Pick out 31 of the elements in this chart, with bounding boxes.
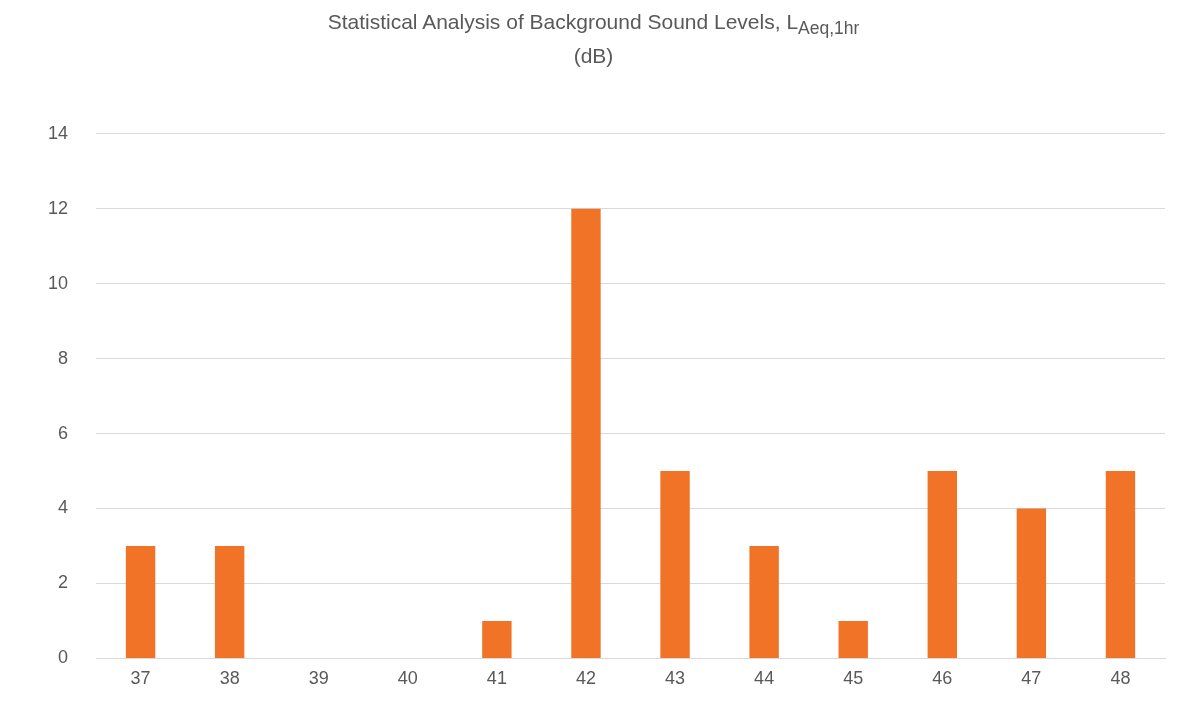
y-tick-label: 8: [58, 347, 69, 368]
x-tick-label: 44: [754, 668, 775, 689]
chart-title: Statistical Analysis of Background Sound Levels, L$_{Aeq,1hr}$ (dB): [327, 10, 860, 68]
y-tick-label: 10: [47, 272, 69, 293]
bar: [927, 471, 957, 658]
y-tick-label: 12: [47, 197, 69, 218]
y-tick-label: 2: [58, 572, 69, 593]
y-tick-label: 0: [58, 647, 69, 668]
x-tick-label: 38: [219, 668, 240, 689]
x-tick-label: 39: [308, 668, 329, 689]
bar: [1016, 508, 1047, 658]
bar: [660, 471, 690, 658]
y-tick-label: 14: [47, 122, 69, 143]
x-tick-label: 41: [486, 668, 507, 689]
x-tick-label: 45: [843, 668, 864, 689]
bar: [482, 620, 512, 658]
x-tick-label: 43: [665, 668, 686, 689]
x-tick-label: 37: [130, 668, 151, 689]
y-tick-label: 4: [58, 497, 69, 518]
x-tick-label: 40: [397, 668, 418, 689]
x-tick-label: 48: [1110, 668, 1131, 689]
y-tick-label: 6: [58, 422, 69, 443]
bar: [571, 208, 601, 658]
bar: [1105, 471, 1136, 658]
bar: [125, 545, 156, 658]
x-tick-label: 42: [575, 668, 596, 689]
bar: [214, 545, 245, 658]
x-tick-label: 46: [932, 668, 953, 689]
x-tick-label: 47: [1021, 668, 1042, 689]
bar: [838, 620, 868, 658]
bar: [749, 545, 779, 658]
